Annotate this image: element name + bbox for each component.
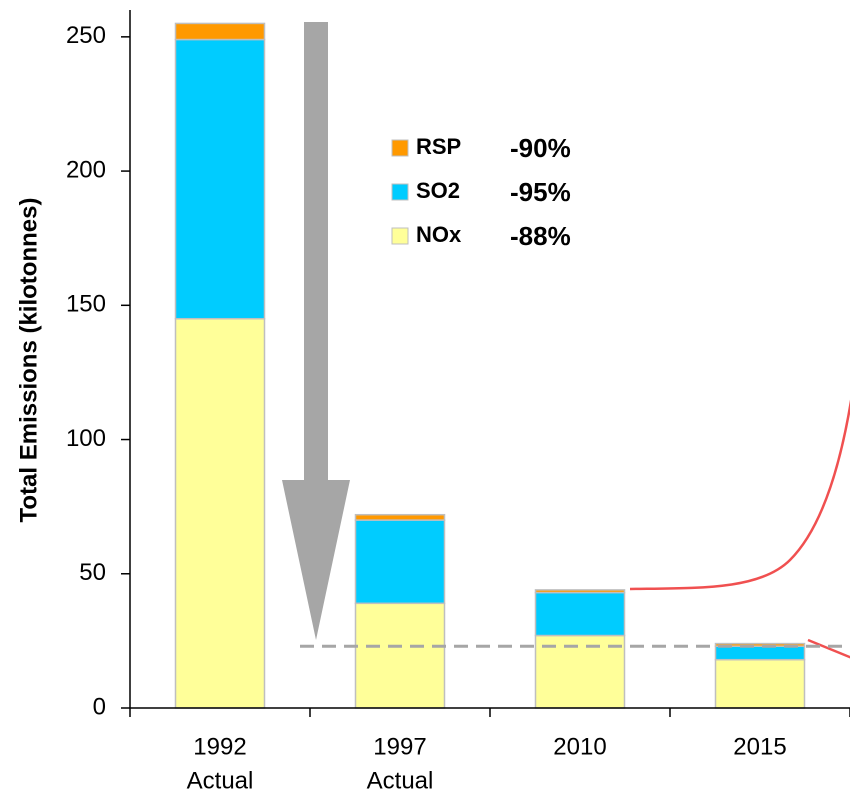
y-tick-label: 150 [66, 291, 106, 318]
x-tick-label: 2015 [733, 733, 786, 760]
bar-segment [714, 658, 806, 709]
x-tick-label: 2010 [553, 733, 606, 760]
bar-segment [354, 513, 446, 521]
y-tick-label: 0 [93, 693, 106, 720]
bar-segment [534, 589, 626, 594]
legend-swatch [391, 139, 409, 157]
x-tick-label: 1997 [373, 733, 426, 760]
legend-label: SO2 [416, 178, 460, 203]
bar-segment [354, 519, 446, 605]
x-tick-label: 1992 [193, 733, 246, 760]
bar-segment [714, 645, 806, 661]
bar-segment [534, 591, 626, 637]
curve [807, 638, 850, 659]
bar-segment [354, 602, 446, 709]
curve [629, 399, 850, 591]
y-axis-title: Total Emissions (kilotonnes) [15, 198, 42, 523]
decor [282, 22, 850, 659]
y-tick-label: 100 [66, 425, 106, 452]
legend-label: NOx [416, 222, 462, 247]
x-tick-label: Actual [367, 767, 434, 794]
bar-segment [174, 22, 266, 41]
x-tick-label: Actual [187, 767, 254, 794]
legend-change: -88% [510, 221, 571, 251]
legend-change: -90% [510, 133, 571, 163]
bar-segment [174, 38, 266, 320]
legend-swatch [391, 183, 409, 201]
legend-label: RSP [416, 134, 461, 159]
y-tick-label: 200 [66, 156, 106, 183]
bar-segment [174, 317, 266, 709]
y-tick-label: 250 [66, 22, 106, 49]
y-tick-label: 50 [79, 559, 106, 586]
legend-swatch [391, 227, 409, 245]
arrow [282, 22, 350, 640]
bar-segment [714, 642, 806, 648]
legend-change: -95% [510, 177, 571, 207]
